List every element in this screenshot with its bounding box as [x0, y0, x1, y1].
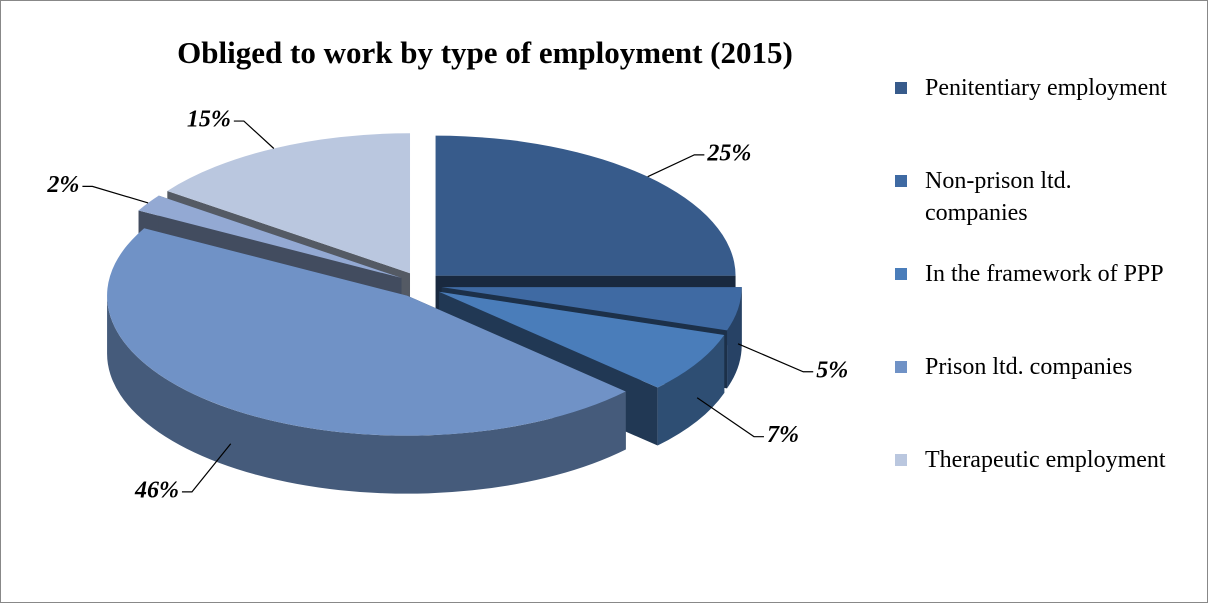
data-label: 7% — [767, 422, 799, 448]
legend-item: Non-prison ltd. companies — [893, 165, 1183, 229]
slice — [107, 228, 626, 494]
leader-line — [82, 185, 149, 204]
legend-label: Non-prison ltd. companies — [925, 168, 1072, 226]
data-label: 5% — [816, 357, 848, 383]
pie: 25% 5% 7% 46% 2% 15% — [46, 107, 848, 504]
slice-top — [167, 133, 411, 274]
legend-label: Prison ltd. companies — [925, 354, 1133, 380]
slice-top — [441, 287, 742, 331]
legend-swatch — [895, 82, 907, 94]
legend-label: Therapeutic employment — [925, 447, 1166, 473]
data-label: 15% — [187, 107, 231, 133]
legend-swatch — [895, 175, 907, 187]
slice-side — [727, 287, 742, 389]
slice-top — [107, 228, 626, 436]
legend-label: Penitentiary employment — [925, 75, 1167, 101]
slice-top — [435, 135, 736, 276]
leader-line — [647, 154, 705, 178]
data-label: 2% — [46, 172, 79, 198]
legend-swatch — [895, 361, 907, 373]
legend-swatch — [895, 268, 907, 280]
data-label: 25% — [706, 140, 751, 166]
slice-side — [107, 295, 626, 494]
slice-side — [657, 334, 725, 446]
legend-item: Prison ltd. companies — [893, 351, 1183, 383]
legend-item: In the framework of PPP — [893, 258, 1183, 290]
data-label: 46% — [134, 477, 179, 503]
slice-top — [138, 195, 402, 278]
legend-label: In the framework of PPP — [925, 261, 1164, 287]
chart-title: Obliged to work by type of employment (2… — [177, 35, 793, 70]
leader-line — [696, 397, 764, 438]
legend-item: Therapeutic employment — [893, 444, 1183, 476]
legend-item: Penitentiary employment — [893, 72, 1183, 104]
legend-swatch — [895, 454, 907, 466]
leader-line — [737, 343, 814, 373]
slice-top — [438, 291, 725, 388]
leader-line — [181, 443, 232, 493]
leader-line — [233, 120, 275, 149]
